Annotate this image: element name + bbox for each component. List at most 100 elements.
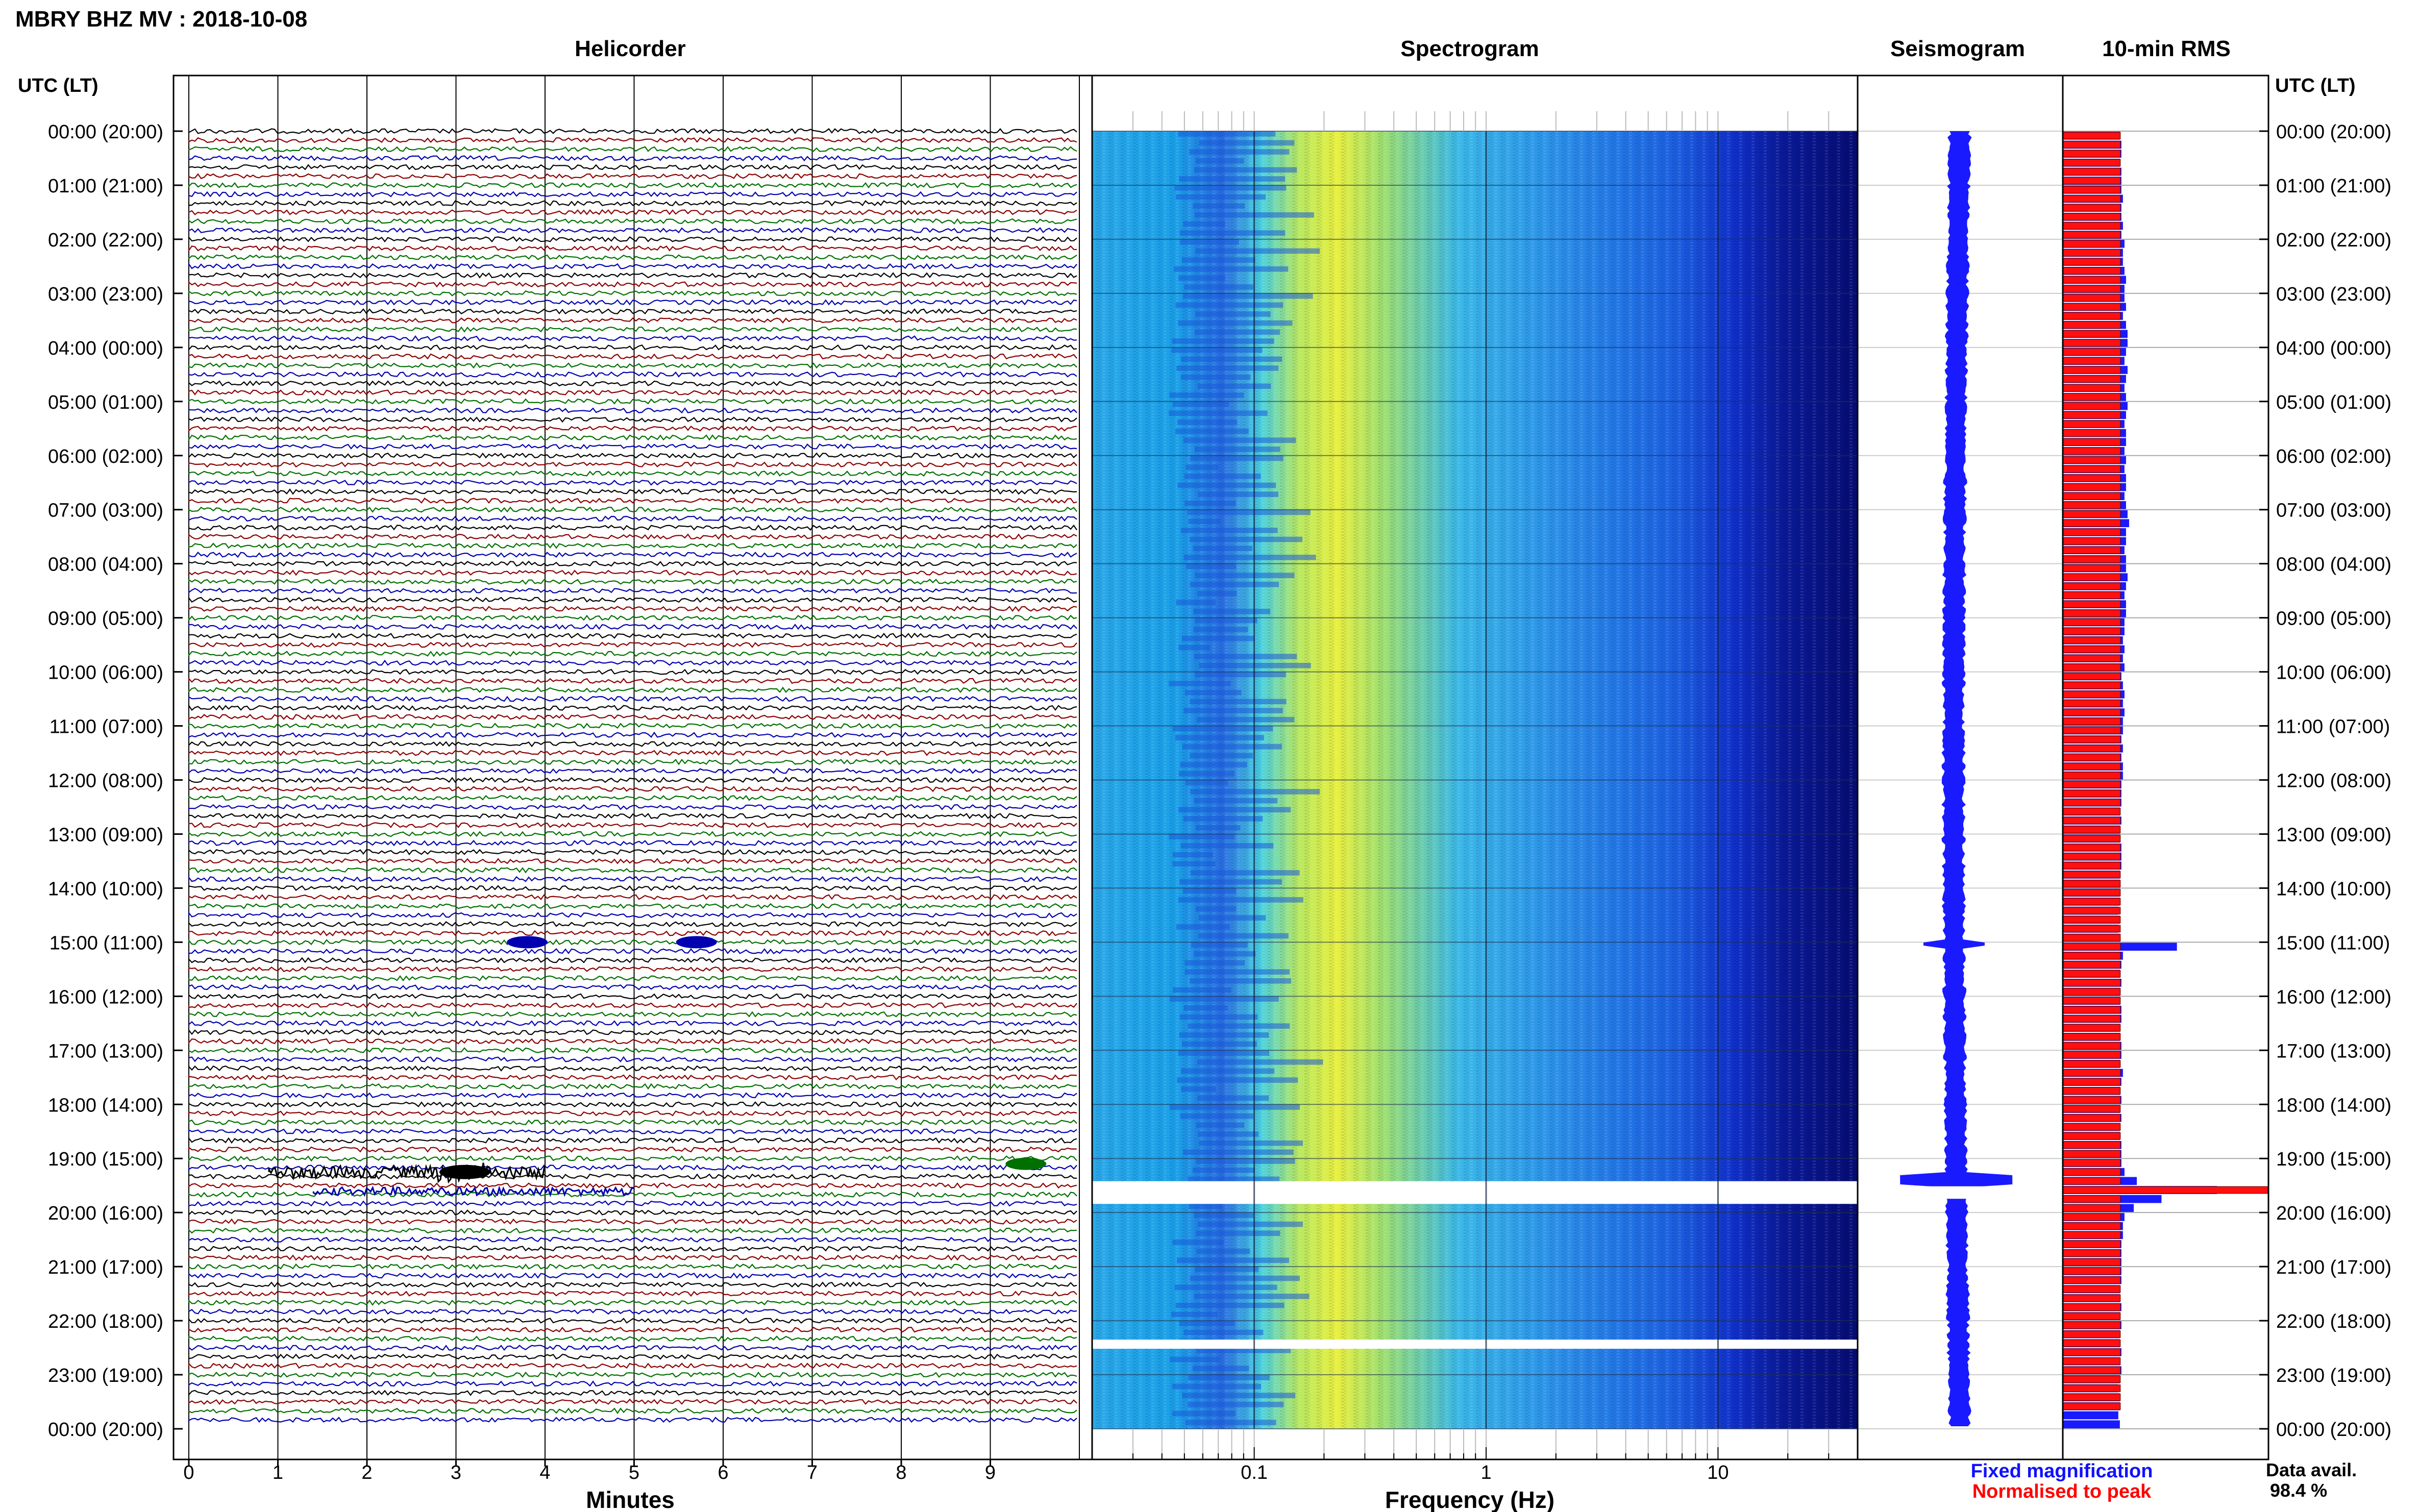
rms-bar-normalised [2062, 141, 2121, 148]
spectrogram-band [1179, 879, 1282, 885]
helicorder-trace [188, 371, 1077, 378]
rms-bar-normalised [2062, 285, 2121, 293]
rms-bar-normalised [2062, 898, 2121, 906]
spectrogram-band [1190, 536, 1303, 542]
rms-bar-normalised [2062, 636, 2121, 645]
spectrogram-band [1186, 464, 1219, 470]
spectrogram-band [1179, 176, 1286, 182]
helicorder-trace [188, 1092, 1077, 1099]
rms-bar-normalised [2062, 781, 2121, 788]
helicorder-trace [188, 1110, 1077, 1117]
spectrogram-band [1174, 1284, 1277, 1291]
rms-bar-normalised [2062, 1015, 2121, 1023]
helicorder-trace [188, 353, 1077, 360]
spectrogram-band [1180, 356, 1282, 362]
rms-bar-normalised [2062, 582, 2121, 590]
rms-bar-normalised [2062, 961, 2121, 969]
spectrogram-band [1177, 1077, 1298, 1083]
rms-bar-normalised [2062, 700, 2121, 707]
helicorder-trace [188, 921, 1077, 928]
spectrogram-band [1173, 987, 1231, 993]
rms-bar-normalised [2062, 1267, 2121, 1275]
helicorder-trace [188, 993, 1077, 1000]
rms-bar-normalised [2062, 1375, 2121, 1383]
spectrogram-band [1169, 392, 1244, 398]
rms-bar-normalised [2062, 807, 2121, 815]
spectrogram-band [1184, 501, 1236, 506]
rms-bar-normalised [2062, 979, 2121, 987]
rms-bar-normalised [2062, 871, 2121, 879]
spectrogram-band [1188, 1023, 1290, 1029]
helicorder-trace [188, 389, 1077, 396]
rms-bar-normalised [2062, 1168, 2121, 1176]
rms-bar-normalised [2062, 537, 2121, 545]
time-tick-label-left: 19:00 (15:00) [48, 1149, 163, 1170]
helicorder-trace [188, 1119, 1077, 1126]
time-tick-label-left: 04:00 (00:00) [48, 338, 163, 359]
rms-bar-normalised [2062, 1384, 2121, 1392]
rms-bar-normalised [2062, 762, 2121, 771]
helicorder-trace [188, 795, 1077, 801]
helicorder-trace [188, 1002, 1077, 1008]
helicorder-trace [188, 326, 1077, 333]
helicorder-trace [188, 1362, 1077, 1369]
spectrogram-band [1181, 1068, 1275, 1074]
time-tick-label-right: 11:00 (07:00) [2276, 716, 2390, 738]
time-tick-label-left: 05:00 (01:00) [48, 392, 163, 413]
helicorder-trace [188, 443, 1077, 450]
minute-tick-label: 7 [807, 1462, 818, 1483]
rms-bar-normalised [2062, 915, 2121, 924]
helicorder-trace [188, 1263, 1077, 1270]
rms-bar-normalised [2062, 159, 2121, 167]
spectrogram-band [1198, 491, 1278, 497]
helicorder-trace [188, 551, 1077, 558]
helicorder-trace [188, 164, 1077, 170]
helicorder-trace [188, 578, 1077, 585]
rms-bar-normalised [2062, 249, 2121, 257]
helicorder-trace [188, 146, 1077, 153]
helicorder-trace [188, 425, 1077, 432]
rms-bar-normalised [2062, 1357, 2121, 1365]
rms-bar-normalised [2062, 573, 2121, 581]
helicorder-event [312, 1184, 634, 1198]
spectrogram-band [1181, 374, 1251, 380]
rms-bar-normalised [2062, 492, 2121, 500]
seismogram-panel [1858, 131, 2063, 1429]
helicorder-trace [188, 1128, 1077, 1135]
helicorder-trace [188, 281, 1077, 288]
spectrogram-band [1182, 1393, 1296, 1398]
spectrogram-band [1169, 996, 1279, 1002]
helicorder-trace [188, 876, 1077, 882]
spectrogram-band [1193, 627, 1248, 632]
helicorder-trace [188, 1011, 1077, 1018]
spectrogram-band [1190, 581, 1279, 587]
spectrogram-band [1197, 1059, 1323, 1065]
time-tick-label-right: 01:00 (21:00) [2276, 176, 2391, 197]
spectrogram-band [1177, 419, 1238, 425]
rms-bar-fixed [2063, 1411, 2118, 1420]
spectrogram-band [1170, 1356, 1220, 1362]
helicorder-trace [188, 740, 1077, 748]
minute-tick-label: 8 [896, 1462, 906, 1483]
helicorder-trace [188, 1200, 1077, 1207]
helicorder-trace [188, 938, 1077, 946]
rms-bar-normalised [2062, 673, 2121, 680]
data-availability-label: Data avail. [2266, 1459, 2357, 1480]
helicorder-trace [188, 1146, 1077, 1153]
helicorder-trace [188, 235, 1077, 243]
spectrogram-band [1181, 635, 1254, 641]
rms-bar-normalised [2062, 357, 2121, 365]
spectrogram-band [1179, 1032, 1269, 1038]
rms-bar-normalised [2062, 690, 2121, 699]
helicorder-trace [188, 677, 1077, 684]
spectrogram-band [1171, 347, 1263, 353]
time-tick-label-right: 02:00 (22:00) [2276, 230, 2391, 251]
helicorder-event [1005, 1157, 1047, 1170]
rms-bar-normalised [2062, 943, 2121, 951]
spectrogram-band [1189, 1203, 1222, 1209]
helicorder-trace [188, 182, 1077, 189]
spectrogram-gap [1092, 1340, 1858, 1349]
rms-bar-normalised [2062, 231, 2121, 239]
helicorder-trace [188, 1299, 1077, 1306]
helicorder-trace [188, 651, 1077, 657]
